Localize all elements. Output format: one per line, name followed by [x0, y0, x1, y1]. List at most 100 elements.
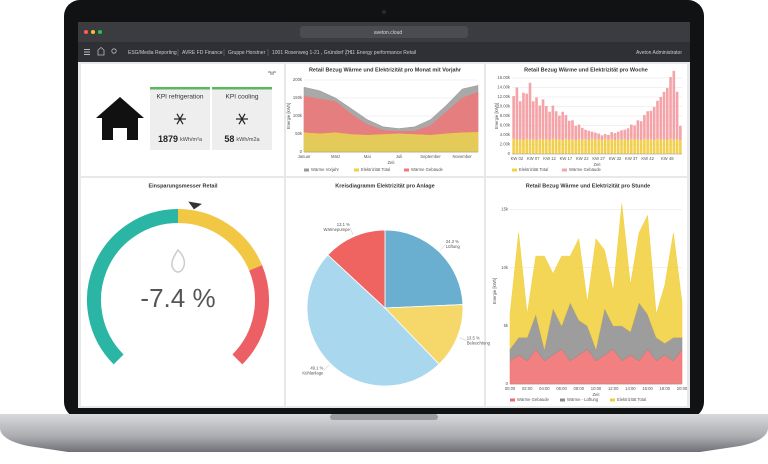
kpi-title: KPI cooling — [226, 94, 259, 101]
home-icon[interactable] — [97, 46, 105, 56]
x-tick-label: 10:00 — [591, 386, 602, 391]
bar — [665, 87, 669, 141]
y-tick-label: 5k — [504, 323, 509, 328]
bar — [656, 100, 659, 139]
kpi-tiles: KPI refrigeration 1879 kWh/m²a KPI cooling 5… — [150, 87, 272, 150]
area — [303, 131, 479, 153]
search-icon[interactable] — [111, 48, 117, 54]
legend-label[interactable]: Elektrizität Total — [519, 167, 548, 172]
pie-slice[interactable] — [384, 304, 464, 365]
bar — [613, 140, 617, 154]
bar — [571, 120, 574, 140]
chart-title: Retail Bezug Wärme und Elektrizität pro … — [526, 183, 650, 189]
bar — [600, 140, 604, 154]
bar — [525, 93, 529, 139]
bar — [567, 139, 571, 154]
bar — [623, 139, 627, 154]
bar — [662, 139, 666, 154]
nav-item[interactable]: ESG/Media Reporting — [128, 50, 177, 56]
bar — [633, 139, 636, 154]
fullscreen-icon[interactable] — [268, 71, 276, 75]
bar — [561, 140, 564, 154]
y-tick-label: 0 — [508, 151, 511, 156]
x-tick-label: 12:00 — [608, 386, 619, 391]
url: aveton.cloud — [374, 30, 403, 36]
y-tick-label: 150k — [293, 95, 303, 100]
x-tick-label: 16:00 — [642, 386, 653, 391]
legend-swatch — [404, 168, 409, 172]
label-connector — [349, 227, 354, 235]
y-tick-label: 2.00k — [500, 142, 511, 147]
y-tick-label: 50k — [295, 131, 303, 136]
address-field[interactable] — [300, 26, 468, 38]
kpi-title: KPI refrigeration — [157, 94, 204, 101]
y-tick-label: 14.00k — [497, 85, 510, 90]
bar — [639, 121, 643, 141]
bar — [538, 138, 542, 154]
nav-item[interactable]: AVRE FD Finance — [182, 50, 223, 56]
x-tick-label: KW 17 — [560, 156, 573, 161]
bar — [630, 124, 633, 139]
bar — [639, 140, 643, 154]
gauge-band — [87, 209, 179, 365]
bar — [541, 139, 545, 154]
y-tick-label: 10k — [501, 265, 509, 270]
nav-item[interactable]: 1001 Rosenweg 1-21 , Gründorf ZH — [272, 50, 352, 56]
bar — [577, 124, 581, 139]
bar — [558, 115, 561, 140]
bar — [564, 138, 568, 154]
label-connector — [440, 244, 446, 251]
slice-value-label: 24.3 % — [446, 239, 459, 244]
bar — [652, 106, 656, 141]
legend-label[interactable]: Wärme Gebäude — [569, 167, 602, 172]
kpi-accent — [150, 87, 210, 90]
y-tick-label: 8.00k — [500, 113, 511, 118]
bar — [538, 105, 542, 139]
legend-label[interactable]: Elektrizität Total — [617, 397, 646, 402]
y-tick-label: 100k — [293, 113, 303, 118]
bar — [518, 101, 522, 140]
close-button[interactable] — [84, 30, 88, 34]
minimize-button[interactable] — [91, 30, 95, 34]
bar — [594, 139, 597, 154]
bar — [531, 101, 535, 140]
bar — [525, 138, 529, 154]
user-name[interactable]: Aveton Administrator — [636, 50, 682, 56]
bar — [545, 106, 548, 140]
bar — [607, 135, 610, 140]
legend-label[interactable]: Elektrizität Total — [361, 167, 390, 172]
legend-label[interactable]: Wärme Gebäude — [411, 167, 444, 172]
y-tick-label: 16.00k — [497, 75, 510, 80]
bar — [649, 139, 653, 154]
y-tick-label: 12.00k — [497, 94, 510, 99]
kpi-value: 1879 kWh/m²a — [158, 134, 203, 144]
slice-value-label: 13.1 % — [337, 222, 350, 227]
legend-label[interactable]: Wärme - Lüftung — [567, 397, 599, 402]
nav-item[interactable]: Gruppe Horstner — [228, 50, 266, 56]
bar — [636, 139, 640, 154]
y-axis-label: Energie [kWh] — [286, 103, 291, 129]
snowflake-icon — [176, 113, 184, 125]
pie-slice[interactable] — [384, 229, 464, 309]
menu-icon[interactable] — [84, 49, 90, 50]
bar — [574, 140, 578, 154]
x-tick-label: KW 12 — [543, 156, 556, 161]
x-tick-label: KW 42 — [641, 156, 654, 161]
bar — [594, 132, 597, 140]
pie-slice[interactable] — [306, 254, 440, 387]
y-axis-label: Energie [kWh] — [492, 278, 497, 304]
legend-swatch — [562, 168, 567, 172]
pie-slice[interactable] — [327, 229, 386, 309]
building-icon — [96, 97, 144, 140]
bar — [584, 139, 587, 154]
maximize-button[interactable] — [98, 30, 102, 34]
legend-label[interactable]: Wärme Gebäude — [517, 397, 550, 402]
y-tick-label: 0 — [506, 381, 509, 386]
legend-swatch — [354, 168, 359, 172]
legend-label[interactable]: Wärme Vorjahr — [311, 167, 340, 172]
bar — [518, 139, 522, 154]
bar — [626, 128, 630, 141]
nav-item[interactable]: 11 Energy performance Retail — [350, 50, 416, 56]
